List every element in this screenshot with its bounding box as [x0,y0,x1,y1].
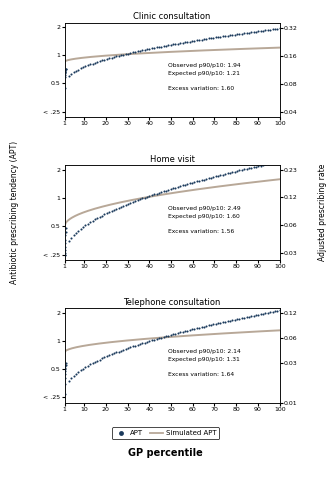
Title: Clinic consultation: Clinic consultation [133,12,211,21]
Text: Observed p90/p10: 1.94
Expected p90/p10: 1.21

Excess variation: 1.60: Observed p90/p10: 1.94 Expected p90/p10:… [168,63,240,92]
Text: GP percentile: GP percentile [128,448,203,458]
Text: Antibiotic prescribing tendency (APT): Antibiotic prescribing tendency (APT) [10,141,20,284]
Title: Home visit: Home visit [150,155,195,164]
Text: Observed p90/p10: 2.49
Expected p90/p10: 1.60

Excess variation: 1.56: Observed p90/p10: 2.49 Expected p90/p10:… [168,206,240,234]
Text: Observed p90/p10: 2.14
Expected p90/p10: 1.31

Excess variation: 1.64: Observed p90/p10: 2.14 Expected p90/p10:… [168,349,241,377]
Legend: APT, Simulated APT: APT, Simulated APT [112,428,219,439]
Text: Adjusted prescribing rate: Adjusted prescribing rate [318,164,327,261]
Title: Telephone consultation: Telephone consultation [123,298,221,307]
